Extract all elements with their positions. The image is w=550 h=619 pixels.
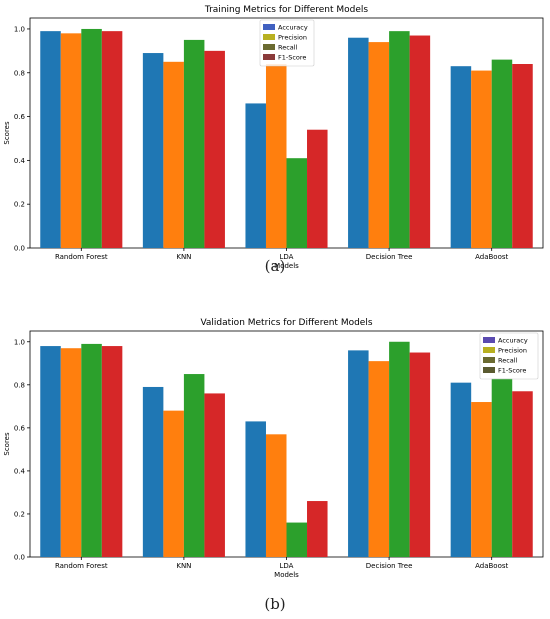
y-tick-label: 0.8 xyxy=(14,381,25,389)
bar-f1-score-lda xyxy=(307,129,328,248)
y-tick-label: 0.0 xyxy=(14,554,25,562)
x-tick-label: AdaBoost xyxy=(475,562,508,570)
bar-recall-adaboost xyxy=(491,59,513,248)
x-tick-label: KNN xyxy=(176,253,191,261)
legend-swatch xyxy=(263,54,275,60)
y-tick-label: 0.6 xyxy=(14,113,26,121)
x-tick-label: KNN xyxy=(176,562,191,570)
x-tick-label: Random Forest xyxy=(55,253,108,261)
y-tick-label: 1.0 xyxy=(14,25,25,33)
bar-precision-random-forest xyxy=(60,33,82,249)
bar-recall-knn xyxy=(183,374,205,557)
bar-precision-adaboost xyxy=(471,70,492,248)
bar-precision-lda xyxy=(265,434,287,557)
legend-swatch xyxy=(263,34,275,40)
bar-f1-score-knn xyxy=(204,50,225,248)
bar-accuracy-decision-tree xyxy=(348,37,369,248)
bar-precision-knn xyxy=(163,410,184,557)
bar-precision-knn xyxy=(163,61,184,248)
chart-title: Training Metrics for Different Models xyxy=(204,5,368,15)
bar-accuracy-random-forest xyxy=(40,346,61,557)
x-tick-label: LDA xyxy=(280,562,294,570)
bar-f1-score-adaboost xyxy=(512,64,533,248)
bar-accuracy-lda xyxy=(245,103,266,248)
y-axis-label: Scores xyxy=(3,432,11,456)
bar-f1-score-random-forest xyxy=(101,31,123,249)
y-tick-label: 0.4 xyxy=(14,157,26,165)
legend-label: F1-Score xyxy=(498,367,526,375)
x-axis-label: Models xyxy=(274,571,299,579)
bar-precision-adaboost xyxy=(471,402,492,557)
legend-swatch xyxy=(483,367,495,373)
bar-precision-decision-tree xyxy=(368,361,390,557)
bar-recall-random-forest xyxy=(81,28,102,249)
bar-f1-score-decision-tree xyxy=(409,352,431,557)
legend-label: Accuracy xyxy=(278,24,308,32)
y-tick-label: 0.2 xyxy=(14,510,25,518)
y-axis-label: Scores xyxy=(3,121,11,145)
bar-f1-score-lda xyxy=(307,501,328,557)
y-tick-label: 1.0 xyxy=(14,338,25,346)
chart-training: Training Metrics for Different Models 0.0… xyxy=(3,5,544,270)
legend-label: Recall xyxy=(278,44,298,52)
chart-title: Validation Metrics for Different Models xyxy=(200,318,372,328)
bar-precision-lda xyxy=(265,64,287,248)
y-tick-label: 0.2 xyxy=(14,201,25,209)
bar-recall-lda xyxy=(286,522,308,557)
legend-swatch xyxy=(263,24,275,30)
y-tick-label: 0.4 xyxy=(14,467,26,475)
y-tick-label: 0.0 xyxy=(14,245,25,253)
x-tick-label: Decision Tree xyxy=(366,562,413,570)
legend-label: Recall xyxy=(498,357,518,365)
bar-f1-score-random-forest xyxy=(101,346,123,557)
bar-precision-decision-tree xyxy=(368,42,390,248)
x-tick-label: Decision Tree xyxy=(366,253,413,261)
x-tick-label: LDA xyxy=(280,253,294,261)
bar-recall-decision-tree xyxy=(389,31,410,249)
legend-label: Precision xyxy=(498,347,527,355)
bar-recall-knn xyxy=(183,39,205,249)
legend-label: Precision xyxy=(278,34,307,42)
legend-label: Accuracy xyxy=(498,337,528,345)
legend-label: F1-Score xyxy=(278,54,306,62)
y-tick-label: 0.8 xyxy=(14,69,25,77)
bar-accuracy-adaboost xyxy=(450,66,472,248)
x-axis-label: Models xyxy=(274,262,299,270)
bar-recall-adaboost xyxy=(491,378,513,557)
chart-validation: Validation Metrics for Different Models 0… xyxy=(3,318,544,579)
bar-f1-score-knn xyxy=(204,393,225,557)
bar-accuracy-decision-tree xyxy=(348,350,369,557)
legend-swatch xyxy=(483,337,495,343)
bar-recall-lda xyxy=(286,158,308,248)
bar-accuracy-knn xyxy=(142,53,164,248)
bar-accuracy-knn xyxy=(142,386,164,557)
bar-precision-random-forest xyxy=(60,348,82,557)
bar-recall-decision-tree xyxy=(389,341,410,557)
bar-accuracy-lda xyxy=(245,421,266,557)
legend-swatch xyxy=(263,44,275,50)
bar-f1-score-adaboost xyxy=(512,391,533,557)
caption-b: (b) xyxy=(264,595,286,613)
bar-accuracy-random-forest xyxy=(40,31,61,249)
bar-f1-score-decision-tree xyxy=(409,35,431,249)
bar-accuracy-adaboost xyxy=(450,382,472,557)
legend-swatch xyxy=(483,347,495,353)
legend-swatch xyxy=(483,357,495,363)
x-tick-label: Random Forest xyxy=(55,562,108,570)
x-tick-label: AdaBoost xyxy=(475,253,508,261)
bar-recall-random-forest xyxy=(81,343,102,557)
legend: Accuracy Precision Recall F1-Score xyxy=(479,332,539,380)
legend: Accuracy Precision Recall F1-Score xyxy=(259,19,315,67)
y-tick-label: 0.6 xyxy=(14,424,26,432)
caption-a: (a) xyxy=(264,257,286,275)
